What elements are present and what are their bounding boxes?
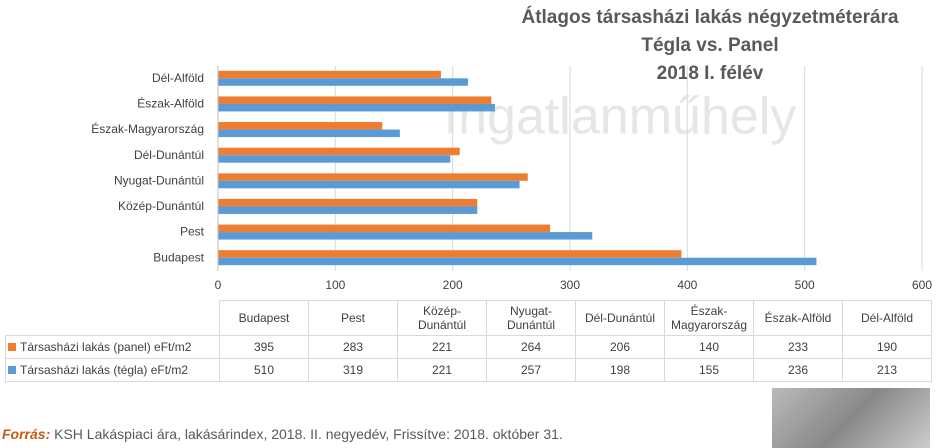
bar <box>218 129 400 138</box>
legend-swatch <box>8 343 16 351</box>
table-header-cell: Budapest <box>219 300 309 336</box>
x-tick-label: 500 <box>795 278 815 292</box>
table-cell: 155 <box>664 358 754 382</box>
table-cell: 510 <box>219 358 309 382</box>
bar <box>218 224 551 233</box>
table-header-cell: Észak-Magyarország <box>664 300 754 336</box>
source-label: Forrás: <box>2 426 51 442</box>
logo <box>772 388 930 448</box>
y-tick-label: Észak-Magyarország <box>91 121 204 136</box>
bar <box>218 103 495 112</box>
y-tick-label: Észak-Alföld <box>137 96 204 111</box>
table-header-cell: Dél-Dunántúl <box>575 300 665 336</box>
table-cell: 198 <box>575 358 665 382</box>
row-label: Társasházi lakás (panel) eFt/m2 <box>5 335 220 359</box>
legend-swatch <box>8 366 16 374</box>
table-header: Budapest Pest Közép-Dunántúl Nyugat-Dunántú… <box>6 300 932 336</box>
source-text: KSH Lakáspiaci ára, lakásárindex, 2018. … <box>54 426 563 442</box>
x-tick-label: 300 <box>560 278 580 292</box>
bar <box>218 257 817 266</box>
table-cell: 395 <box>219 335 309 359</box>
bar <box>218 122 383 130</box>
row-label: Társasházi lakás (tégla) eFt/m2 <box>5 358 220 382</box>
bar <box>218 198 478 207</box>
bar <box>218 173 528 181</box>
source: Forrás: KSH Lakáspiaci ára, lakásárindex… <box>2 426 563 442</box>
y-tick-label: Közép-Dunántúl <box>118 199 204 213</box>
watermark: Ingatlanműhely <box>444 88 797 146</box>
table-cell: 213 <box>842 358 932 382</box>
table-row: Társasházi lakás (panel) eFt/m2 395 283 221… <box>5 335 932 359</box>
bar <box>218 232 593 240</box>
x-tick-label: 100 <box>325 278 345 292</box>
table-cell: 206 <box>575 335 665 359</box>
table-cell: 236 <box>753 358 843 382</box>
table-cell: 221 <box>397 335 487 359</box>
y-tick-label: Dél-Alföld <box>152 71 204 85</box>
y-tick-label: Nyugat-Dunántúl <box>114 173 204 187</box>
bar <box>218 78 468 86</box>
x-tick-label: 600 <box>912 278 932 292</box>
legend-label: Társasházi lakás (tégla) eFt/m2 <box>20 363 189 377</box>
title-line: 2018 I. félév <box>657 63 764 84</box>
bar <box>218 147 460 156</box>
bar <box>218 96 492 104</box>
data-table: Budapest Pest Közép-Dunántúl Nyugat-Dunántú… <box>5 300 932 382</box>
legend-label: Társasházi lakás (panel) eFt/m2 <box>20 340 192 354</box>
x-tick-label: 400 <box>677 278 697 292</box>
table-header-cell: Közép-Dunántúl <box>397 300 487 336</box>
bar <box>218 180 520 189</box>
bar <box>218 250 682 258</box>
table-cell: 319 <box>308 358 398 382</box>
table-header-cell: Pest <box>308 300 398 336</box>
title-line: Tégla vs. Panel <box>641 35 778 56</box>
table-cell: 221 <box>397 358 487 382</box>
y-tick-label: Budapest <box>153 250 204 264</box>
table-cell: 140 <box>664 335 754 359</box>
table-header-cell: Nyugat-Dunántúl <box>486 300 576 336</box>
table-cell: 283 <box>308 335 398 359</box>
table-header-cell: Észak-Alföld <box>753 300 843 336</box>
y-tick-label: Pest <box>180 225 205 239</box>
x-tick-label: 200 <box>443 278 463 292</box>
chart: Ingatlanműhely Átlagos társasházi lakás … <box>91 6 932 292</box>
title-line: Átlagos társasházi lakás négyzetméterára <box>521 6 898 28</box>
table-corner <box>6 301 220 336</box>
x-tick-label: 0 <box>215 278 222 292</box>
table-cell: 264 <box>486 335 576 359</box>
y-tick-label: Dél-Dunántúl <box>134 148 204 162</box>
bar <box>218 206 478 214</box>
table-header-cell: Dél-Alföld <box>842 300 932 336</box>
table-cell: 233 <box>753 335 843 359</box>
table-cell: 257 <box>486 358 576 382</box>
table-cell: 190 <box>842 335 932 359</box>
bar <box>218 155 451 163</box>
table-row: Társasházi lakás (tégla) eFt/m2 510 319 221… <box>5 358 932 382</box>
bar <box>218 70 441 79</box>
